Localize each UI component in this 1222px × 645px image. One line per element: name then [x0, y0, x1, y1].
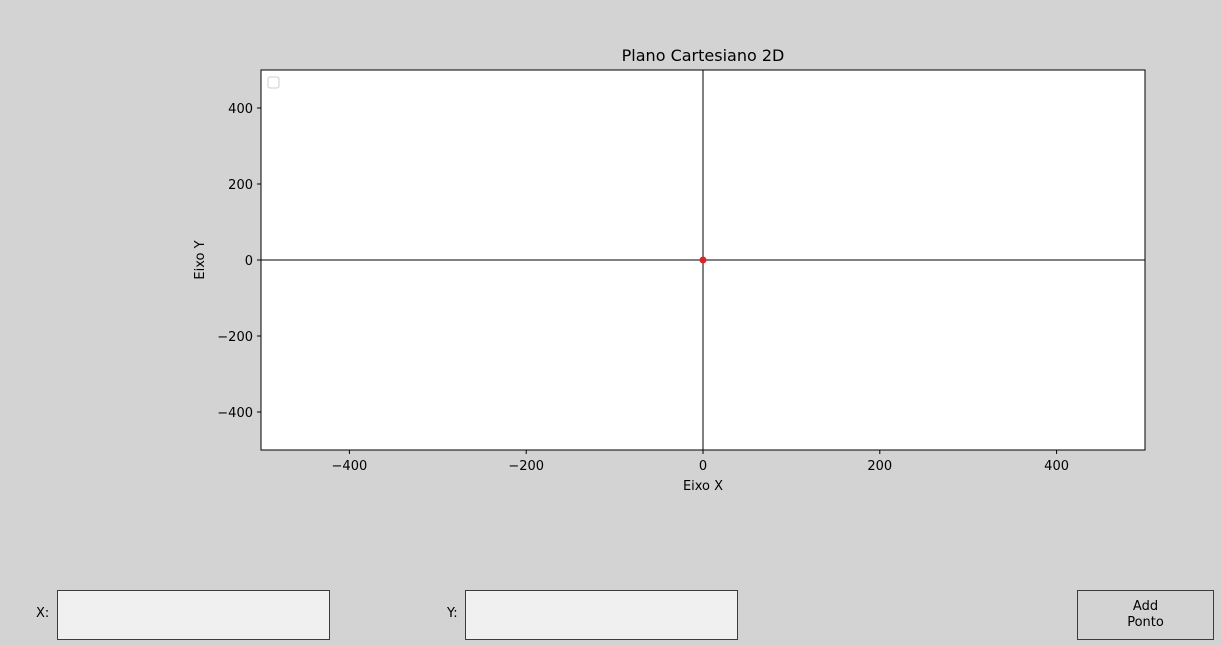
x-tick-label: 200	[867, 459, 892, 474]
x-axis-label: Eixo X	[683, 479, 723, 494]
y-tick-label: 0	[245, 254, 253, 269]
y-tick-label: −200	[217, 330, 253, 345]
cartesian-plane-chart: −400 −200 0 200 400 −400 −200 0 200 400 Plano Car…	[193, 46, 1146, 494]
y-tick-label: 400	[228, 102, 253, 117]
x-tick-label: 0	[699, 459, 707, 474]
y-tick-label: 200	[228, 178, 253, 193]
data-point	[699, 256, 707, 264]
y-tick-label: −400	[217, 406, 253, 421]
chart-title: Plano Cartesiano 2D	[622, 46, 785, 65]
add-point-button[interactable]: Add Ponto	[1077, 590, 1214, 640]
plot-frame	[260, 69, 1146, 451]
x-coordinate-input[interactable]	[57, 590, 330, 640]
x-tick-label: 400	[1044, 459, 1069, 474]
empty-legend-box	[267, 76, 280, 89]
y-axis-label: Eixo Y	[193, 240, 208, 279]
y-input-label: Y:	[447, 606, 458, 621]
y-coordinate-input[interactable]	[465, 590, 738, 640]
x-input-label: X:	[36, 606, 50, 621]
x-tick-label: −400	[332, 459, 368, 474]
x-tick-label: −200	[508, 459, 544, 474]
